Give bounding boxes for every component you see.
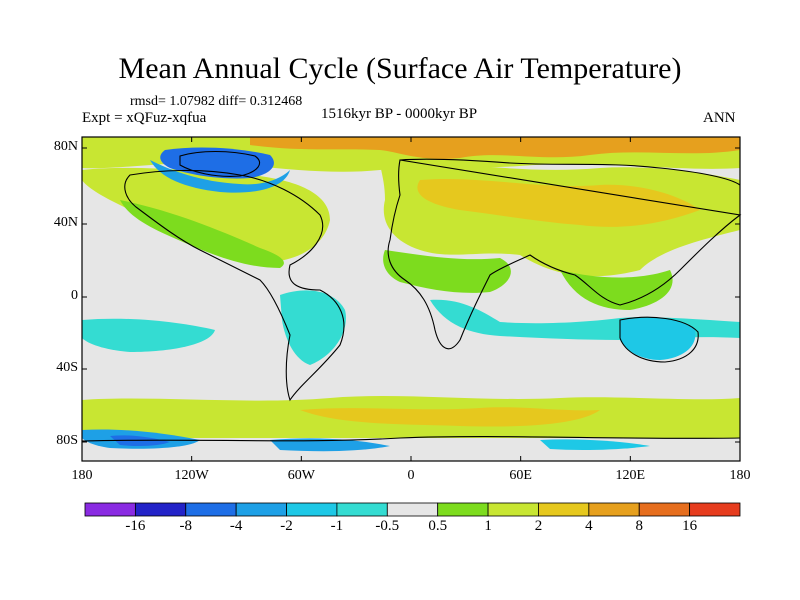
- lon-label: 180: [729, 468, 751, 483]
- lat-label: 40N: [53, 215, 78, 230]
- coastlines: [81, 151, 742, 442]
- period-label: 1516kyr BP - 0000kyr BP: [321, 106, 478, 122]
- colorbar-segment: [84, 502, 136, 517]
- colorbar-label: 8: [635, 518, 643, 534]
- warm-region-north-africa: [383, 250, 511, 293]
- colorbar-label: 0.5: [428, 518, 448, 534]
- colorbar-layer: [84, 502, 741, 517]
- warm-region-southern-ocean-orange: [300, 407, 600, 427]
- colorbar-segment: [437, 502, 489, 517]
- colorbar-segment: [588, 502, 640, 517]
- colorbar-segment: [386, 502, 439, 517]
- colorbar-label: 2: [534, 518, 543, 534]
- warm-region-eurasia-inner: [417, 178, 700, 227]
- lon-label: 60W: [287, 468, 315, 483]
- lon-label: 120E: [615, 468, 646, 483]
- cool-region-australia: [620, 317, 696, 360]
- colorbar-segment: [487, 502, 539, 517]
- lon-label: 0: [407, 468, 415, 483]
- warm-region-arctic-orange: [250, 137, 740, 159]
- colorbar-segment: [538, 502, 590, 517]
- colorbar-label: -8: [179, 518, 193, 534]
- chart-title: Mean Annual Cycle (Surface Air Temperatu…: [118, 52, 682, 85]
- colorbar-label: 1: [484, 518, 492, 534]
- lat-label: 80S: [56, 433, 78, 448]
- colorbar-label: -1: [330, 518, 344, 534]
- warm-region-north-america-green: [120, 200, 284, 268]
- colorbar-segment: [689, 502, 741, 517]
- lat-label: 40S: [56, 360, 78, 375]
- axes-layer: [81, 136, 741, 462]
- colorbar-segment: [185, 502, 237, 517]
- lat-label: 80N: [53, 139, 78, 154]
- colorbar-label: -0.5: [375, 518, 400, 534]
- colorbar-label: -2: [280, 518, 293, 534]
- colorbar-label: -16: [125, 518, 146, 534]
- colorbar-label: 16: [682, 518, 698, 534]
- colorbar-label: -4: [229, 518, 243, 534]
- warm-region-north-america: [82, 167, 330, 262]
- colorbar-label: 4: [585, 518, 593, 534]
- colorbar-segment: [336, 502, 388, 517]
- cool-region-ross-sea: [270, 438, 390, 452]
- lon-label: 120W: [174, 468, 209, 483]
- lat-label: 0: [71, 288, 78, 303]
- cool-region-pacific-band: [82, 318, 215, 352]
- colorbar-segment: [134, 502, 187, 517]
- colorbar-segment: [286, 502, 338, 517]
- map-layer: [81, 137, 742, 461]
- season-label: ANN: [703, 110, 736, 126]
- colorbar-segment: [235, 502, 287, 517]
- cool-region-weddell: [540, 439, 650, 450]
- warm-region-south-asia: [560, 270, 673, 310]
- lon-label: 60E: [509, 468, 532, 483]
- colorbar-segment: [638, 502, 691, 517]
- rmsd-diff-stats: rmsd= 1.07982 diff= 0.312468: [130, 94, 303, 109]
- lon-label: 180: [71, 468, 93, 483]
- experiment-label: Expt = xQFuz-xqfua: [82, 110, 207, 126]
- cool-region-south-america: [280, 290, 346, 365]
- cool-region-greenland-outer: [150, 160, 290, 193]
